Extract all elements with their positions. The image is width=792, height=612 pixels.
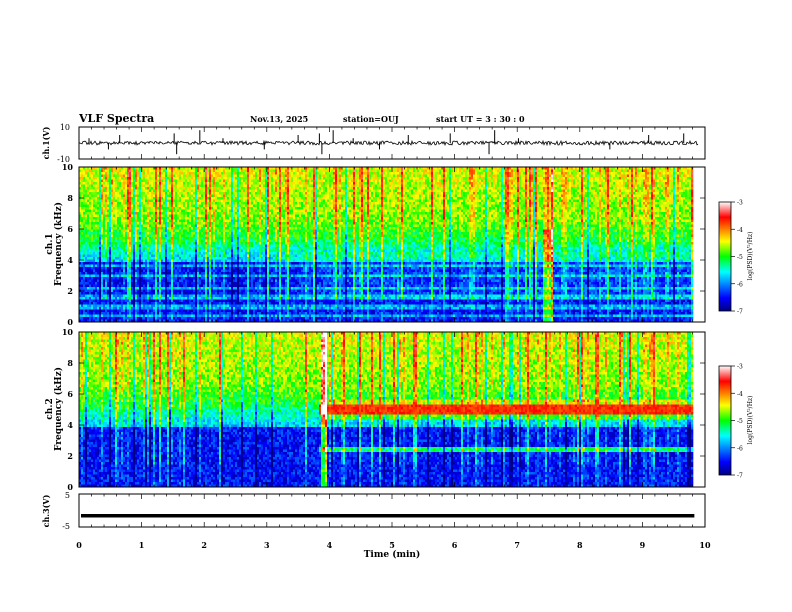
freq-tick-label: 4 [67, 420, 73, 430]
colorbar-tick: -7 [737, 309, 743, 316]
ch1-spectrogram-image [79, 167, 693, 322]
ch1-waveform-panel: 10 -10 ch.1(V) [41, 123, 705, 164]
freq-tick-label: 6 [67, 389, 73, 399]
x-tick-label: 10 [699, 540, 711, 550]
freq-tick-label: 10 [62, 327, 74, 337]
colorbar-tick: -5 [737, 418, 743, 425]
x-tick-label: 3 [264, 540, 270, 550]
freq-tick-label: 6 [67, 224, 73, 234]
ch1-ytick-top: 10 [60, 123, 70, 132]
x-axis-label: Time (min) [364, 549, 421, 560]
x-tick-label: 0 [76, 540, 82, 550]
colorbar-tick: -4 [737, 227, 743, 234]
x-tick-label: 4 [327, 540, 333, 550]
ch3-waveform-panel: 5 -5 ch.3(V) [41, 491, 705, 531]
colorbar-tick: -6 [737, 281, 743, 288]
freq-tick-label: 4 [67, 255, 73, 265]
x-tick-label: 8 [577, 540, 583, 550]
x-tick-label: 9 [640, 540, 646, 550]
freq-tick-label: 10 [62, 162, 74, 172]
freq-tick-label: 2 [67, 286, 73, 296]
x-tick-label: 7 [514, 540, 520, 550]
freq-tick-label: 2 [67, 451, 73, 461]
colorbar-tick: -6 [737, 445, 743, 452]
ch3-ytick-bottom: -5 [62, 522, 70, 531]
x-tick-label: 2 [201, 540, 207, 550]
ch3-ylabel: ch.3(V) [41, 494, 51, 527]
ch1-ylabel: ch.1(V) [41, 126, 51, 159]
ch2-spectrogram-image [79, 332, 693, 487]
ch3-ytick-top: 5 [65, 491, 70, 500]
colorbar-tick: -7 [737, 473, 743, 480]
ch1-colorbar: -3 -4 -5 -6 -7 log(PSD)(V²/Hz) [719, 200, 754, 316]
colorbar-tick: -3 [737, 364, 743, 371]
colorbar-tick: -3 [737, 200, 743, 207]
x-tick-label: 1 [139, 540, 145, 550]
ch2-spec-ylabel-freq: Frequency (kHz) [53, 367, 64, 451]
ch2-colorbar-label: log(PSD)(V²/Hz) [747, 396, 754, 445]
x-axis-tick-labels: 0 1 2 3 4 5 6 7 8 9 10 [76, 540, 711, 550]
colorbar-tick: -5 [737, 254, 743, 261]
ch2-colorbar: -3 -4 -5 -6 -7 log(PSD)(V²/Hz) [719, 364, 754, 480]
ch1-colorbar-label: log(PSD)(V²/Hz) [747, 232, 754, 281]
colorbar-tick: -4 [737, 391, 743, 398]
freq-tick-label: 8 [67, 358, 73, 368]
freq-tick-label: 0 [67, 317, 73, 327]
x-tick-label: 5 [389, 540, 395, 550]
freq-tick-label: 8 [67, 193, 73, 203]
x-tick-label: 6 [452, 540, 458, 550]
ch1-spec-ylabel-freq: Frequency (kHz) [53, 202, 64, 286]
